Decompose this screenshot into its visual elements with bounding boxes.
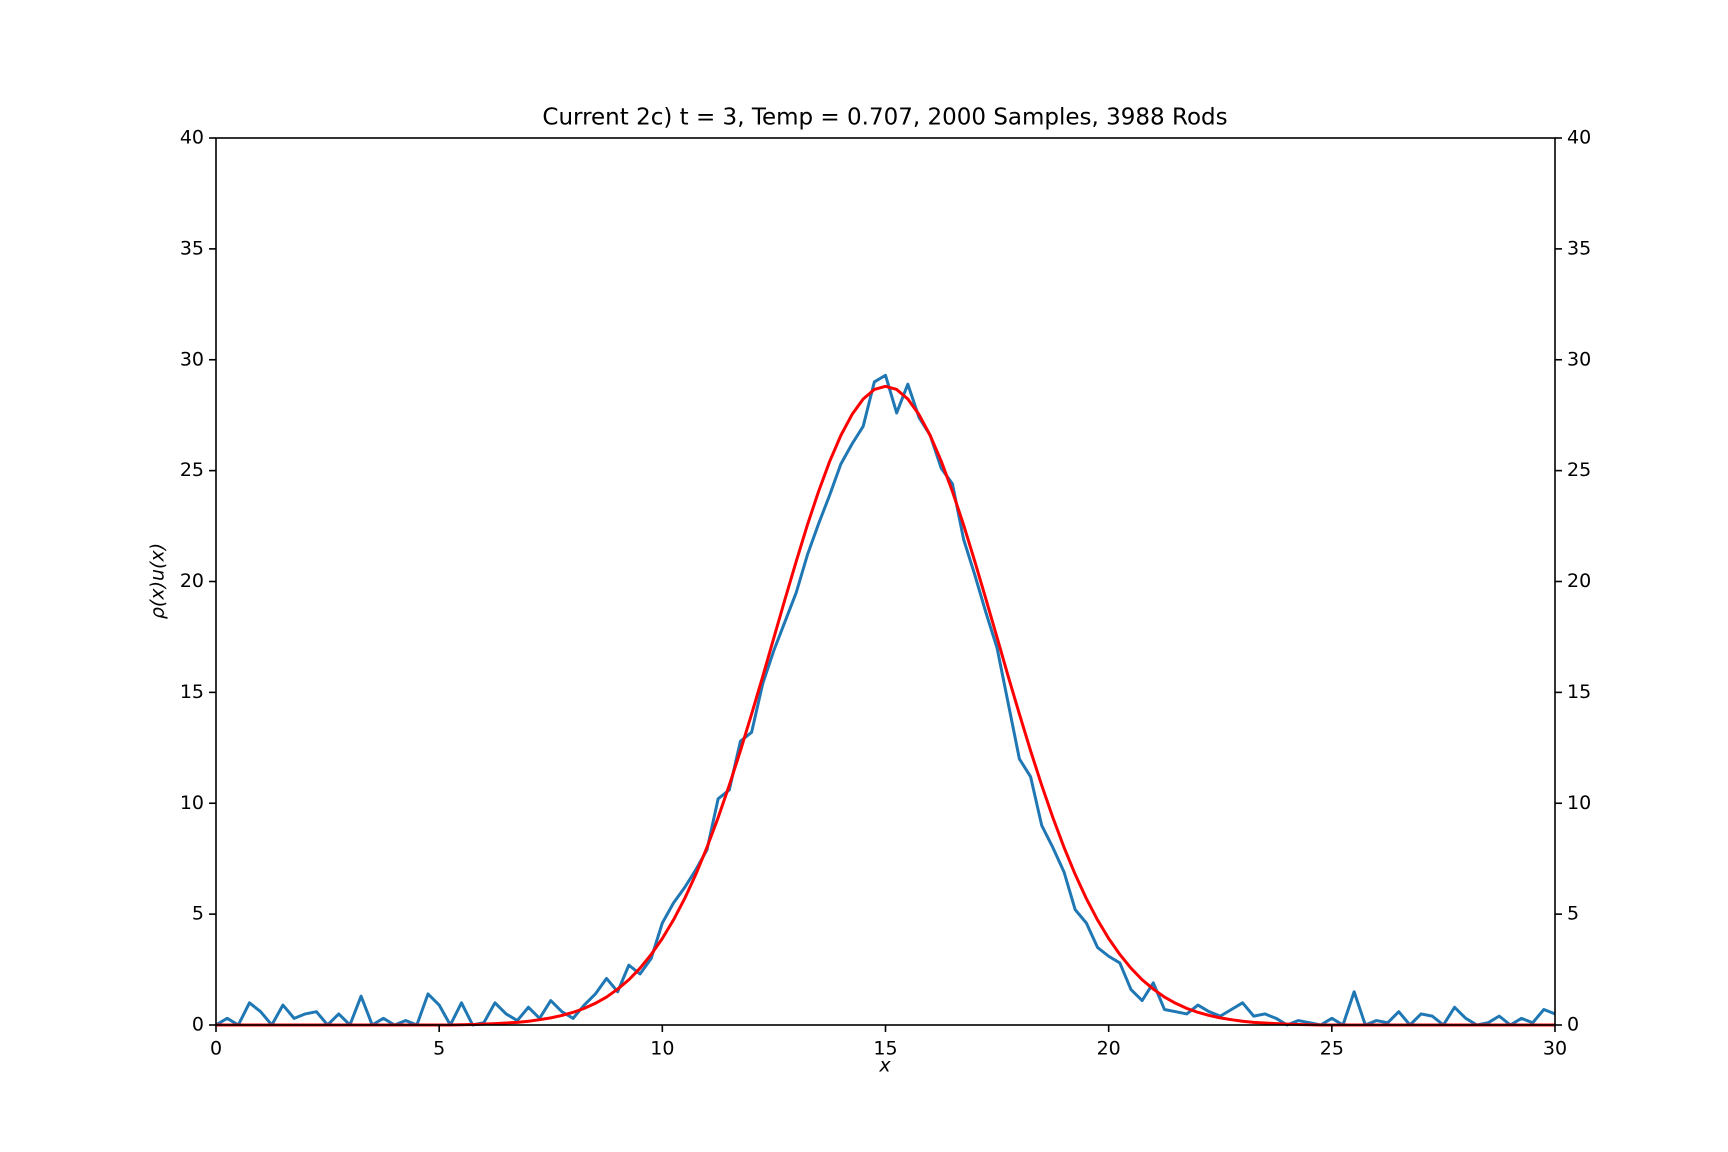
chart-title: Current 2c) t = 3, Temp = 0.707, 2000 Sa… bbox=[542, 105, 1227, 131]
y-tick-label: 15 bbox=[180, 681, 204, 703]
y-tick-label: 0 bbox=[192, 1014, 204, 1036]
x-tick-label: 25 bbox=[1320, 1038, 1344, 1060]
y2-tick-label: 10 bbox=[1567, 792, 1591, 814]
y-tick-label: 20 bbox=[180, 570, 204, 592]
x-tick-label: 10 bbox=[650, 1038, 674, 1060]
x-axis-label: x bbox=[878, 1055, 891, 1077]
y2-tick-label: 0 bbox=[1567, 1014, 1579, 1036]
y2-tick-label: 20 bbox=[1567, 570, 1591, 592]
x-tick-label: 5 bbox=[433, 1038, 445, 1060]
y2-tick-label: 5 bbox=[1567, 903, 1579, 925]
y2-tick-label: 25 bbox=[1567, 459, 1591, 481]
y-tick-label: 10 bbox=[180, 792, 204, 814]
y2-tick-label: 40 bbox=[1567, 127, 1591, 149]
y-tick-label: 30 bbox=[180, 348, 204, 370]
y-axis-label: ρ(x)u(x) bbox=[147, 543, 169, 619]
y2-tick-label: 15 bbox=[1567, 681, 1591, 703]
y2-tick-label: 35 bbox=[1567, 237, 1591, 259]
y2-tick-label: 30 bbox=[1567, 348, 1591, 370]
x-tick-label: 15 bbox=[873, 1038, 897, 1060]
y-tick-label: 25 bbox=[180, 459, 204, 481]
x-tick-label: 30 bbox=[1543, 1038, 1567, 1060]
x-tick-label: 0 bbox=[210, 1038, 222, 1060]
series-line bbox=[215, 373, 1556, 1027]
y-tick-label: 40 bbox=[180, 127, 204, 149]
y-tick-label: 5 bbox=[192, 903, 204, 925]
y-tick-label: 35 bbox=[180, 237, 204, 259]
x-tick-label: 20 bbox=[1097, 1038, 1121, 1060]
